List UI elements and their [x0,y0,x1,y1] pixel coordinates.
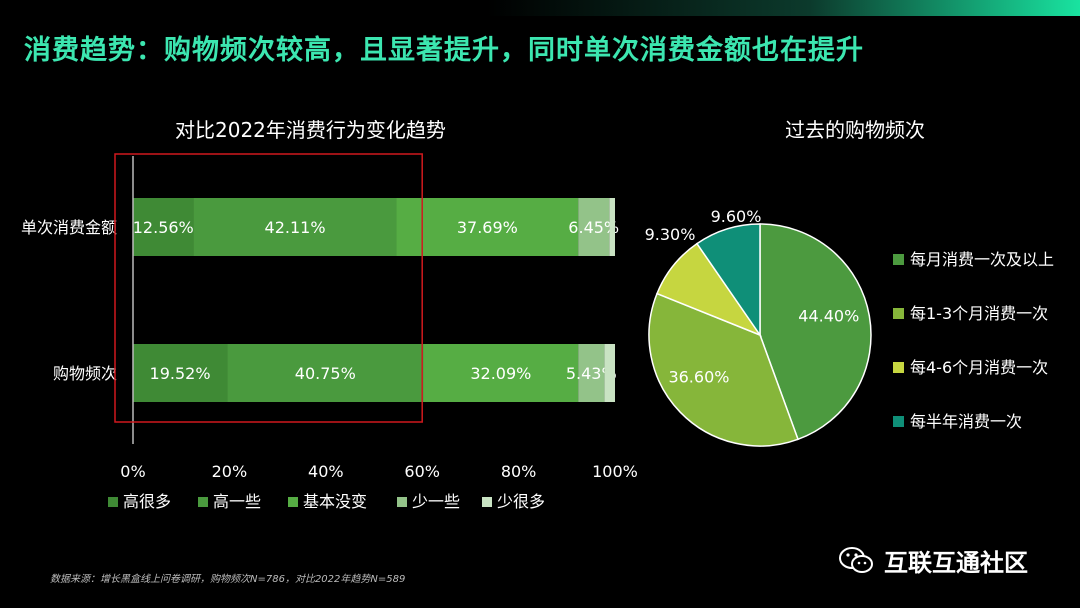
pie-data-label: 36.60% [668,368,729,387]
legend-label: 少很多 [497,492,545,511]
legend-swatch [893,416,904,427]
legend-label: 每1-3个月消费一次 [910,304,1048,323]
legend-label: 少一些 [412,492,460,511]
bar-data-label: 19.52% [150,364,211,383]
bar-segment [396,198,579,256]
watermark-text: 互联互通社区 [884,549,1028,577]
legend-swatch [397,497,407,507]
legend-swatch [288,497,298,507]
bar-segment [609,198,615,256]
bar-data-label: 37.69% [457,218,518,237]
x-tick-label: 20% [212,462,248,481]
bar-data-label: 42.11% [265,218,326,237]
bar-segment [604,344,615,402]
x-tick-label: 80% [501,462,537,481]
legend-swatch [893,254,904,265]
bar-data-label: 6.45% [568,218,619,237]
pie-slice [648,292,799,447]
bar-chart-title: 对比2022年消费行为变化趋势 [175,118,446,142]
legend-swatch [893,362,904,373]
legend-swatch [198,497,208,507]
wechat-icon [839,546,873,573]
x-tick-label: 100% [592,462,638,481]
pie-chart-title: 过去的购物频次 [785,118,925,142]
legend-label: 每月消费一次及以上 [910,250,1054,269]
category-label: 单次消费金额 [21,218,117,237]
x-tick-label: 40% [308,462,344,481]
bar-data-label: 5.43% [566,364,617,383]
pie-data-label: 9.30% [645,225,696,244]
watermark: 互联互通社区 [838,543,1028,578]
legend-label: 基本没变 [303,492,367,511]
bar-segment [193,198,397,256]
legend-swatch [482,497,492,507]
bar-segment [423,344,579,402]
top-accent-bar [0,0,1080,16]
legend-label: 高很多 [123,492,171,511]
pie-slice [759,223,872,441]
legend-label: 每4-6个月消费一次 [910,358,1048,377]
bar-data-label: 32.09% [470,364,531,383]
legend-swatch [108,497,118,507]
pie-data-label: 44.40% [798,307,859,326]
legend-swatch [893,308,904,319]
category-label: 购物频次 [53,364,117,383]
x-tick-label: 60% [404,462,440,481]
slide-title: 消费趋势：购物频次较高，且显著提升，同时单次消费金额也在提升 [24,35,864,66]
bar-segment [227,344,424,402]
pie-data-label: 9.60% [711,207,762,226]
legend-label: 高一些 [213,492,261,511]
bar-data-label: 12.56% [133,218,194,237]
x-tick-label: 0% [120,462,145,481]
footnote: 数据来源：增长黑盒线上问卷调研，购物频次N=786，对比2022年趋势N=589 [50,574,406,585]
bar-segment [578,344,605,402]
bar-segment [133,344,228,402]
bar-data-label: 40.75% [295,364,356,383]
legend-label: 每半年消费一次 [910,412,1022,431]
highlight-box [114,153,423,423]
pie-slice [695,223,761,338]
bar-segment [578,198,610,256]
bar-segment [133,198,194,256]
